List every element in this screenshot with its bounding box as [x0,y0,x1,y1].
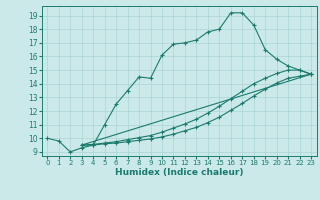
X-axis label: Humidex (Indice chaleur): Humidex (Indice chaleur) [115,168,244,177]
